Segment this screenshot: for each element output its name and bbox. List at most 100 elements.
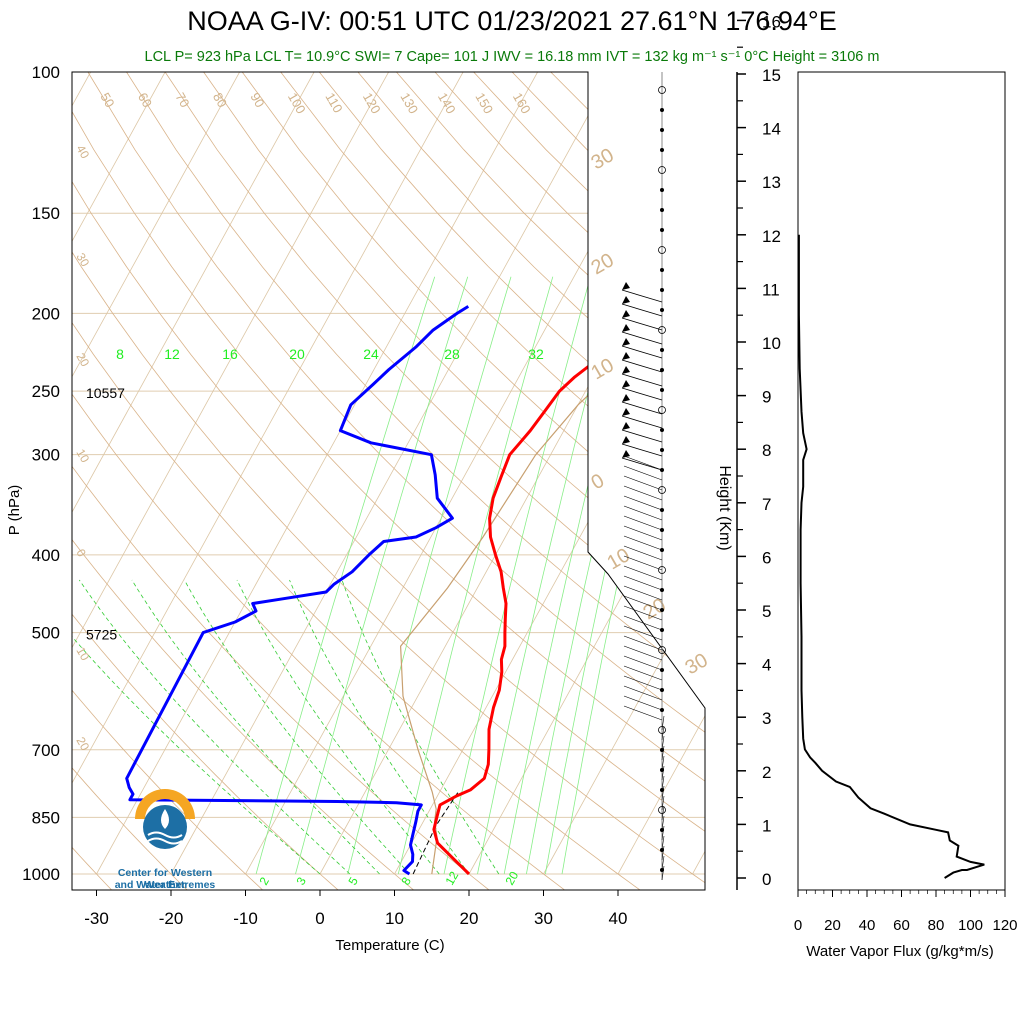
height-tick-label: 7 — [762, 495, 771, 514]
isotherm-label: 10 — [73, 447, 92, 466]
wind-barb — [623, 565, 663, 581]
x-tick-label: 30 — [534, 909, 553, 928]
dry-adiabat — [72, 72, 705, 890]
y-tick-label: 100 — [32, 63, 60, 82]
wind-barb — [621, 359, 663, 373]
isotherm-label: 110 — [322, 90, 345, 115]
wind-barb — [661, 835, 665, 851]
wind-barb — [661, 845, 665, 861]
mixing-ratio-line — [295, 276, 469, 875]
wind-station-dot — [660, 127, 665, 132]
wind-barb — [623, 605, 663, 621]
wind-barb — [621, 415, 663, 429]
wind-barb — [661, 825, 665, 841]
height-tick-label: 12 — [762, 227, 781, 246]
y-tick-label: 1000 — [22, 865, 60, 884]
mixing-ratio-line — [477, 276, 619, 875]
moist-adiabat — [72, 579, 321, 875]
wind-barb — [623, 575, 663, 591]
mixing-ratio-label: 16 — [222, 346, 238, 362]
y-tick-label: 700 — [32, 741, 60, 760]
wind-barb — [623, 645, 663, 661]
wind-station-dot — [658, 806, 666, 814]
dry-adiabat — [280, 72, 705, 890]
wind-barb — [661, 735, 665, 751]
wind-barb — [623, 475, 663, 491]
moist-adiabat — [78, 579, 351, 875]
theta-label: 10 — [604, 544, 634, 574]
isotherm-line — [72, 72, 389, 875]
height-tick-label: 2 — [762, 763, 771, 782]
wind-barb — [623, 545, 663, 561]
mixing-ratio-line — [397, 276, 554, 875]
lcl-lift-line — [412, 791, 459, 875]
isotherm-line — [767, 72, 1024, 874]
theta-label: 30 — [588, 144, 618, 174]
wind-barb — [623, 655, 663, 671]
flux-x-tick-label: 120 — [992, 917, 1017, 934]
wind-station-dot — [658, 646, 666, 654]
dry-adiabat — [550, 72, 705, 890]
isotherm-label: 120 — [360, 90, 384, 116]
wind-barb — [661, 815, 665, 831]
wind-barb — [661, 775, 665, 791]
moist-adiabat — [184, 579, 410, 875]
moist-adiabat — [289, 579, 470, 875]
isotherm-line — [96, 72, 538, 875]
dewpoint-line — [125, 305, 470, 876]
wind-station-dot — [658, 726, 666, 734]
wind-barb — [623, 675, 663, 691]
wind-barb — [623, 685, 663, 701]
wind-barb — [623, 595, 663, 611]
wind-station-dot — [660, 447, 665, 452]
theta-label: 0 — [588, 470, 609, 495]
temperature-line — [432, 301, 684, 876]
wind-pennant — [622, 310, 630, 318]
isotherm-label: 90 — [247, 90, 267, 110]
wind-station-dot — [660, 427, 665, 432]
flux-frame — [797, 71, 1006, 891]
wind-station-dot — [660, 147, 665, 152]
water-vapor-flux-line — [797, 234, 985, 879]
isotherm-line — [319, 72, 705, 875]
wind-barb — [621, 373, 663, 387]
dry-adiabat — [396, 72, 705, 890]
dry-adiabat — [126, 72, 705, 890]
dry-adiabat — [72, 72, 340, 890]
wind-barb — [623, 525, 663, 541]
isotherm-label: 20 — [73, 735, 92, 754]
wind-station-dot — [658, 406, 666, 414]
isotherm-label: 10 — [73, 645, 92, 664]
height-tick-label: 5 — [762, 602, 771, 621]
dry-adiabat — [164, 72, 705, 890]
isotherm-line — [0, 72, 16, 874]
mixing-ratio-label: 32 — [528, 346, 544, 362]
height-tick-label: 10 — [762, 334, 781, 353]
y-tick-label: 500 — [32, 624, 60, 643]
y-tick-label: 400 — [32, 546, 60, 565]
y-axis-title: P (hPa) — [6, 485, 23, 536]
isotherm-label: 20 — [73, 351, 92, 370]
plot-frame — [71, 71, 706, 891]
height-tick-label: 6 — [762, 548, 771, 567]
isotherm-label: 80 — [210, 90, 230, 110]
theta-label: 30 — [682, 649, 712, 679]
wind-pennant — [622, 282, 630, 290]
height-tick-label: 13 — [762, 173, 781, 192]
isotherm-line — [692, 72, 705, 875]
height-annotation: 5725 — [86, 627, 117, 643]
dry-adiabat — [72, 72, 491, 890]
mixing-ratio-line — [443, 276, 591, 875]
wind-station-dot — [660, 108, 665, 113]
wind-pennant — [622, 394, 630, 402]
isotherm-label: 100 — [285, 90, 309, 116]
isotherm-line — [72, 72, 315, 875]
mixing-ratio-label: 20 — [289, 346, 305, 362]
mixing-ratio-label: 28 — [444, 346, 460, 362]
wind-station-dot — [658, 566, 666, 574]
mixing-ratio-line — [561, 276, 688, 875]
height-tick-label: 8 — [762, 441, 771, 460]
isotherm-label: 70 — [172, 90, 192, 110]
mixing-ratio-label: 3 — [293, 874, 309, 887]
wind-barb — [661, 795, 665, 811]
